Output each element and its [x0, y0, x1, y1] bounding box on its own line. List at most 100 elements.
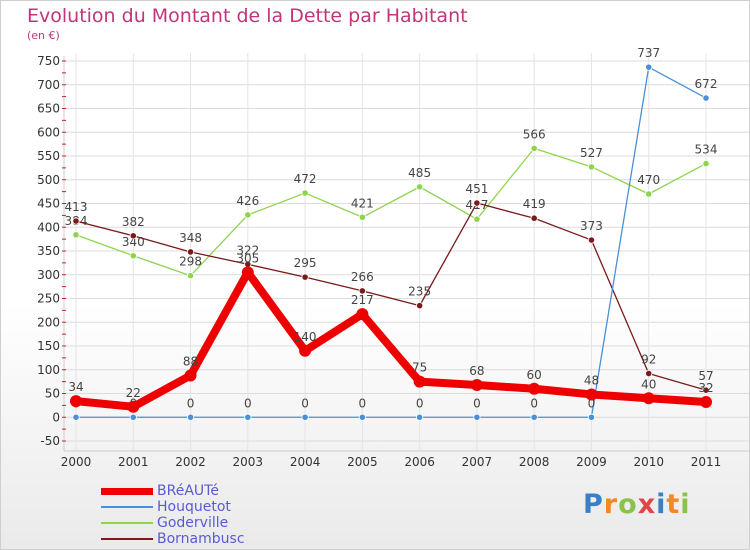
data-point-goderville: [587, 163, 596, 171]
data-label-breaute: 75: [412, 361, 427, 375]
data-point-breaute: [470, 378, 483, 391]
data-point-goderville: [645, 190, 653, 198]
data-point-goderville: [72, 231, 80, 239]
data-point-houquetot: [129, 413, 137, 421]
data-label-houquetot: 0: [530, 396, 538, 410]
data-label-goderville: 340: [122, 235, 145, 249]
data-label-breaute: 34: [68, 380, 83, 394]
legend-label-houquetot: Houquetot: [157, 499, 231, 515]
legend-swatch-houquetot: [101, 506, 153, 508]
data-label-breaute: 22: [126, 386, 141, 400]
y-tick-label: 600: [37, 125, 60, 139]
data-point-houquetot: [358, 413, 366, 421]
data-point-breaute: [642, 392, 655, 405]
data-point-bornambusc: [530, 214, 538, 222]
logo-letter: t: [666, 489, 681, 520]
data-label-bornambusc: 57: [698, 369, 713, 383]
data-label-bornambusc: 413: [65, 200, 88, 214]
series-line-houquetot: [75, 66, 707, 418]
series-line-bornambusc: [75, 202, 707, 391]
data-label-breaute: 60: [527, 368, 542, 382]
data-point-bornambusc: [358, 287, 366, 295]
data-label-houquetot: 0: [416, 396, 424, 410]
legend-label-goderville: Goderville: [157, 515, 229, 531]
data-point-goderville: [416, 183, 424, 191]
data-label-bornambusc: 266: [351, 270, 374, 284]
data-point-breaute: [184, 369, 197, 382]
series-line-breaute: [72, 268, 710, 411]
data-label-breaute: 40: [641, 377, 656, 391]
x-tick-label: 2004: [290, 455, 321, 469]
legend-label-bornambusc: Bornambusc: [157, 531, 245, 547]
data-label-houquetot: 737: [637, 46, 660, 60]
data-label-goderville: 470: [637, 173, 660, 187]
data-label-goderville: 421: [351, 196, 374, 210]
logo-letter: i: [680, 489, 691, 520]
y-tick-label: 200: [37, 315, 60, 329]
legend-swatch-breaute: [101, 487, 153, 495]
data-label-goderville: 566: [523, 127, 546, 141]
data-point-houquetot: [645, 63, 653, 71]
logo-letter: P: [583, 489, 604, 520]
data-point-goderville: [702, 160, 710, 168]
x-tick-label: 2007: [462, 455, 493, 469]
data-label-breaute: 32: [698, 381, 713, 395]
y-tick-label: 400: [37, 220, 60, 234]
data-label-bornambusc: 382: [122, 215, 145, 229]
x-tick-label: 2003: [233, 455, 264, 469]
y-tick-label: 450: [37, 197, 60, 211]
data-label-houquetot: 0: [187, 396, 195, 410]
data-label-houquetot: 672: [695, 77, 718, 91]
logo-letter: r: [603, 489, 619, 520]
data-label-breaute: 48: [584, 373, 599, 387]
data-point-bornambusc: [587, 236, 596, 244]
data-point-bornambusc: [72, 217, 80, 225]
data-label-goderville: 426: [236, 194, 259, 208]
data-point-goderville: [530, 144, 538, 152]
data-point-breaute: [528, 382, 541, 395]
data-point-bornambusc: [473, 199, 481, 207]
data-point-bornambusc: [301, 273, 309, 281]
data-label-bornambusc: 419: [523, 197, 546, 211]
data-point-bornambusc: [416, 302, 424, 310]
data-label-breaute: 140: [294, 330, 317, 344]
data-label-houquetot: 0: [301, 396, 309, 410]
y-tick-label: 700: [37, 78, 60, 92]
data-point-goderville: [244, 211, 252, 219]
x-tick-label: 2001: [118, 455, 149, 469]
data-label-houquetot: 0: [588, 396, 596, 410]
data-label-bornambusc: 322: [236, 243, 259, 257]
logo-letter: i: [656, 489, 667, 520]
data-label-bornambusc: 348: [179, 231, 202, 245]
proxiti-logo: Proxiti: [583, 489, 691, 520]
logo-letter: x: [637, 489, 657, 520]
y-tick-label: -50: [40, 434, 60, 448]
legend-swatch-goderville: [101, 522, 153, 524]
data-point-houquetot: [473, 413, 481, 421]
unit-label: (en €): [27, 29, 60, 42]
data-point-breaute: [299, 344, 312, 357]
y-tick-label: 300: [37, 268, 60, 282]
x-tick-label: 2002: [175, 455, 206, 469]
data-label-goderville: 485: [408, 166, 431, 180]
data-point-bornambusc: [129, 232, 137, 240]
data-point-breaute: [700, 396, 712, 409]
data-label-bornambusc: 451: [465, 182, 488, 196]
data-point-breaute: [356, 308, 369, 321]
data-point-houquetot: [244, 413, 252, 421]
data-point-goderville: [129, 252, 137, 260]
data-point-breaute: [241, 266, 254, 279]
data-label-houquetot: 0: [244, 396, 252, 410]
data-label-bornambusc: 235: [408, 285, 431, 299]
data-point-bornambusc: [645, 369, 653, 378]
series-line-goderville: [75, 147, 707, 277]
legend-swatch-bornambusc: [101, 538, 153, 540]
data-label-breaute: 305: [236, 251, 259, 265]
data-point-houquetot: [416, 413, 424, 421]
x-tick-label: 2006: [404, 455, 435, 469]
data-label-goderville: 298: [179, 255, 202, 269]
data-point-houquetot: [702, 94, 710, 102]
y-tick-label: 350: [37, 244, 60, 258]
